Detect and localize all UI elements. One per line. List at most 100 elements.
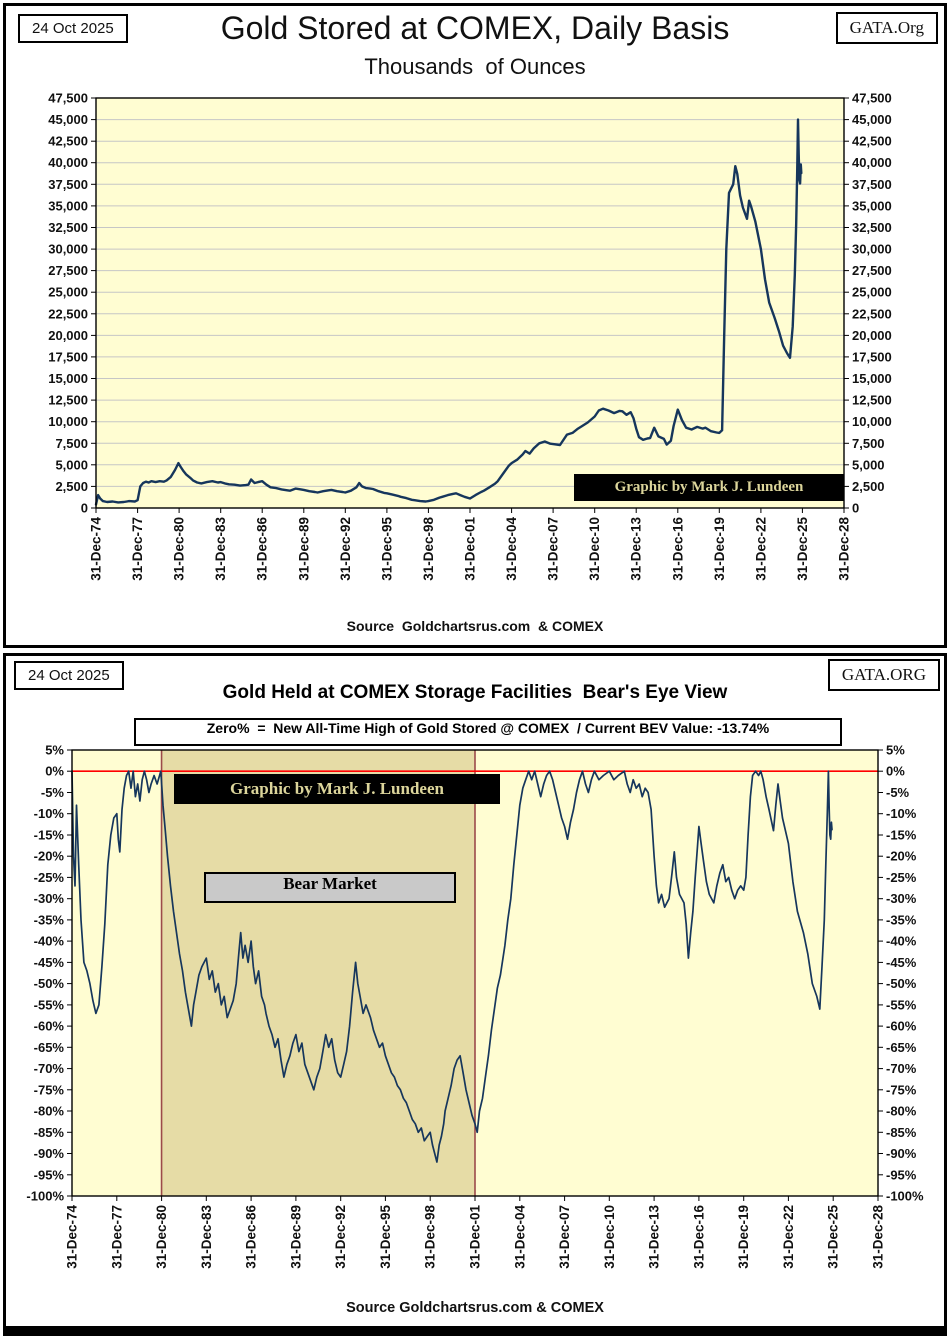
svg-text:31-Dec-25: 31-Dec-25 bbox=[826, 1205, 841, 1269]
svg-text:31-Dec-95: 31-Dec-95 bbox=[379, 517, 394, 581]
svg-text:-35%: -35% bbox=[886, 912, 917, 927]
svg-text:5%: 5% bbox=[886, 743, 905, 758]
svg-text:7,500: 7,500 bbox=[852, 436, 885, 451]
svg-text:31-Dec-04: 31-Dec-04 bbox=[504, 517, 519, 581]
svg-text:31-Dec-74: 31-Dec-74 bbox=[89, 517, 104, 581]
svg-text:20,000: 20,000 bbox=[48, 328, 88, 343]
svg-text:-65%: -65% bbox=[34, 1040, 65, 1055]
svg-text:-15%: -15% bbox=[886, 828, 917, 843]
svg-text:-15%: -15% bbox=[34, 828, 65, 843]
chart-subtitle: Thousands of Ounces bbox=[364, 54, 586, 79]
svg-text:-75%: -75% bbox=[886, 1082, 917, 1097]
svg-text:-25%: -25% bbox=[34, 870, 65, 885]
svg-text:5,000: 5,000 bbox=[55, 457, 88, 472]
svg-text:31-Dec-16: 31-Dec-16 bbox=[670, 517, 685, 581]
svg-text:31-Dec-74: 31-Dec-74 bbox=[65, 1205, 80, 1269]
svg-text:40,000: 40,000 bbox=[48, 155, 88, 170]
svg-text:-80%: -80% bbox=[34, 1104, 65, 1119]
svg-text:31-Dec-22: 31-Dec-22 bbox=[753, 517, 768, 581]
chart-title: Gold Held at COMEX Storage Facilities Be… bbox=[222, 682, 728, 703]
svg-text:-45%: -45% bbox=[886, 955, 917, 970]
svg-text:22,500: 22,500 bbox=[852, 306, 892, 321]
svg-text:-30%: -30% bbox=[886, 891, 917, 906]
svg-text:31-Dec-01: 31-Dec-01 bbox=[463, 517, 478, 581]
svg-text:27,500: 27,500 bbox=[48, 263, 88, 278]
svg-text:31-Dec-80: 31-Dec-80 bbox=[172, 517, 187, 581]
credit-label: Graphic by Mark J. Lundeen bbox=[174, 774, 500, 804]
svg-text:-65%: -65% bbox=[886, 1040, 917, 1055]
svg-text:31-Dec-25: 31-Dec-25 bbox=[795, 517, 810, 581]
svg-text:31-Dec-22: 31-Dec-22 bbox=[781, 1205, 796, 1269]
svg-text:-10%: -10% bbox=[34, 806, 65, 821]
svg-text:-95%: -95% bbox=[34, 1167, 65, 1182]
svg-text:0: 0 bbox=[852, 501, 859, 516]
svg-text:10,000: 10,000 bbox=[48, 414, 88, 429]
source-label: Source Goldchartsrus.com & COMEX bbox=[346, 1300, 604, 1316]
svg-text:32,500: 32,500 bbox=[48, 220, 88, 235]
svg-text:25,000: 25,000 bbox=[48, 285, 88, 300]
svg-text:31-Dec-86: 31-Dec-86 bbox=[255, 517, 270, 581]
svg-text:20,000: 20,000 bbox=[852, 328, 892, 343]
svg-text:31-Dec-19: 31-Dec-19 bbox=[736, 1205, 751, 1269]
bear-market-label: Bear Market bbox=[204, 872, 456, 903]
svg-text:-50%: -50% bbox=[886, 976, 917, 991]
svg-text:7,500: 7,500 bbox=[55, 436, 88, 451]
svg-text:40,000: 40,000 bbox=[852, 155, 892, 170]
svg-text:31-Dec-77: 31-Dec-77 bbox=[130, 517, 145, 581]
svg-text:42,500: 42,500 bbox=[48, 134, 88, 149]
svg-text:-85%: -85% bbox=[34, 1125, 65, 1140]
svg-text:-75%: -75% bbox=[34, 1082, 65, 1097]
source-label: Source Goldchartsrus.com & COMEX bbox=[346, 618, 604, 634]
svg-text:31-Dec-16: 31-Dec-16 bbox=[691, 1205, 706, 1269]
svg-text:27,500: 27,500 bbox=[852, 263, 892, 278]
svg-text:31-Dec-07: 31-Dec-07 bbox=[557, 1205, 572, 1269]
svg-text:-40%: -40% bbox=[34, 934, 65, 949]
svg-text:17,500: 17,500 bbox=[852, 349, 892, 364]
svg-text:35,000: 35,000 bbox=[852, 198, 892, 213]
date-badge: 24 Oct 2025 bbox=[18, 14, 128, 43]
svg-text:31-Dec-77: 31-Dec-77 bbox=[109, 1205, 124, 1269]
svg-text:-100%: -100% bbox=[886, 1189, 924, 1204]
svg-text:31-Dec-80: 31-Dec-80 bbox=[154, 1205, 169, 1269]
daily-basis-chart-panel: 47,500 47,500 45,000 45,000 42,500 42,500 40,0… bbox=[3, 3, 947, 648]
svg-text:-85%: -85% bbox=[886, 1125, 917, 1140]
svg-text:-60%: -60% bbox=[886, 1019, 917, 1034]
svg-text:-20%: -20% bbox=[886, 849, 917, 864]
svg-text:31-Dec-13: 31-Dec-13 bbox=[629, 517, 644, 581]
svg-text:31-Dec-28: 31-Dec-28 bbox=[871, 1205, 886, 1269]
svg-text:-70%: -70% bbox=[886, 1061, 917, 1076]
svg-text:45,000: 45,000 bbox=[48, 112, 88, 127]
svg-text:31-Dec-19: 31-Dec-19 bbox=[712, 517, 727, 581]
svg-text:-80%: -80% bbox=[886, 1104, 917, 1119]
svg-text:31-Dec-83: 31-Dec-83 bbox=[213, 517, 228, 581]
svg-text:31-Dec-92: 31-Dec-92 bbox=[333, 1205, 348, 1269]
svg-text:30,000: 30,000 bbox=[852, 242, 892, 257]
svg-text:31-Dec-10: 31-Dec-10 bbox=[587, 517, 602, 581]
svg-text:37,500: 37,500 bbox=[852, 177, 892, 192]
svg-text:0%: 0% bbox=[886, 764, 905, 779]
gata-brand-badge: GATA.ORG bbox=[827, 659, 940, 691]
svg-text:-10%: -10% bbox=[886, 806, 917, 821]
svg-text:-40%: -40% bbox=[886, 934, 917, 949]
svg-text:2,500: 2,500 bbox=[852, 479, 885, 494]
gata-brand-badge: GATA.Org bbox=[835, 12, 938, 44]
svg-text:31-Dec-13: 31-Dec-13 bbox=[647, 1205, 662, 1269]
comex-bev-line-chart: 5% 5% 0% 0% -5% -5% -10% -10% -15% -15% -20% -20% -2… bbox=[6, 656, 944, 1331]
svg-text:31-Dec-28: 31-Dec-28 bbox=[837, 517, 852, 581]
svg-text:-95%: -95% bbox=[886, 1167, 917, 1182]
svg-text:47,500: 47,500 bbox=[852, 91, 892, 106]
svg-text:-45%: -45% bbox=[34, 955, 65, 970]
svg-text:31-Dec-01: 31-Dec-01 bbox=[468, 1205, 483, 1269]
svg-text:45,000: 45,000 bbox=[852, 112, 892, 127]
svg-text:0: 0 bbox=[81, 501, 88, 516]
svg-text:31-Dec-83: 31-Dec-83 bbox=[199, 1205, 214, 1269]
svg-text:-50%: -50% bbox=[34, 976, 65, 991]
svg-text:-70%: -70% bbox=[34, 1061, 65, 1076]
svg-text:-5%: -5% bbox=[886, 785, 910, 800]
svg-text:30,000: 30,000 bbox=[48, 242, 88, 257]
svg-text:-35%: -35% bbox=[34, 912, 65, 927]
svg-text:31-Dec-92: 31-Dec-92 bbox=[338, 517, 353, 581]
svg-text:15,000: 15,000 bbox=[48, 371, 88, 386]
svg-text:31-Dec-98: 31-Dec-98 bbox=[423, 1205, 438, 1269]
